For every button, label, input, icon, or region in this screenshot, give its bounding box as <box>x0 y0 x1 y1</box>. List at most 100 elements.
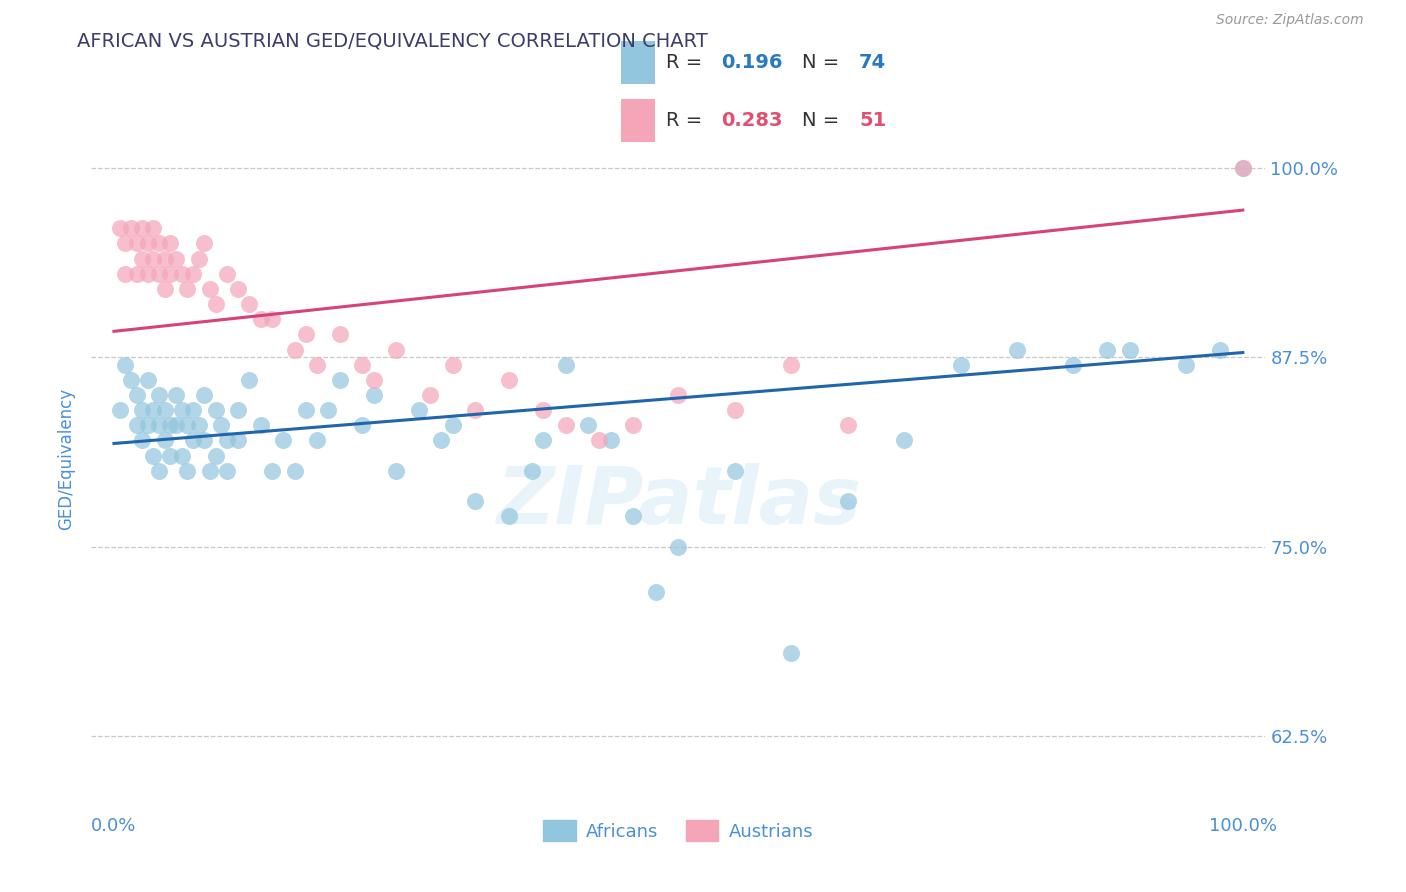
Point <box>215 464 238 478</box>
Point <box>148 418 170 433</box>
Point <box>780 358 803 372</box>
Point <box>318 403 340 417</box>
Point <box>114 236 136 251</box>
Point <box>531 434 554 448</box>
Point <box>284 464 307 478</box>
Point <box>498 509 520 524</box>
Point <box>142 221 165 235</box>
Point <box>198 464 221 478</box>
Text: 0.196: 0.196 <box>721 53 783 72</box>
Point <box>108 221 131 235</box>
Text: R =: R = <box>666 111 702 130</box>
Point <box>576 418 599 433</box>
Point <box>464 403 486 417</box>
Point <box>153 403 176 417</box>
Point <box>142 449 165 463</box>
Point <box>644 585 666 599</box>
Point <box>238 373 260 387</box>
Point <box>181 434 204 448</box>
Point <box>165 388 187 402</box>
Point <box>120 221 142 235</box>
Point <box>621 418 644 433</box>
Point <box>193 388 215 402</box>
Text: Source: ZipAtlas.com: Source: ZipAtlas.com <box>1216 13 1364 28</box>
Point <box>226 434 249 448</box>
Point <box>148 236 170 251</box>
Text: R =: R = <box>666 53 702 72</box>
Point <box>159 236 181 251</box>
Point <box>193 236 215 251</box>
Point <box>329 327 352 342</box>
Point <box>837 494 859 508</box>
Point <box>1232 161 1254 175</box>
Point <box>666 540 689 554</box>
Point <box>238 297 260 311</box>
Point <box>148 464 170 478</box>
Point <box>408 403 430 417</box>
Point <box>363 388 385 402</box>
Point <box>136 267 159 281</box>
Point <box>249 418 271 433</box>
Point <box>181 267 204 281</box>
Point <box>780 646 803 660</box>
Point <box>554 418 576 433</box>
Point <box>176 464 198 478</box>
Point <box>599 434 621 448</box>
Point <box>1232 161 1254 175</box>
Point <box>204 449 226 463</box>
Point <box>142 252 165 266</box>
Point <box>329 373 352 387</box>
Point <box>148 267 170 281</box>
Text: ZIPatlas: ZIPatlas <box>496 463 860 541</box>
Point <box>136 373 159 387</box>
Point <box>588 434 610 448</box>
Point <box>260 312 283 326</box>
Point <box>131 403 153 417</box>
Point <box>170 267 193 281</box>
Point <box>215 434 238 448</box>
Point <box>193 434 215 448</box>
Text: 0.283: 0.283 <box>721 111 783 130</box>
Point <box>1175 358 1198 372</box>
Point <box>295 403 318 417</box>
Point <box>176 282 198 296</box>
Point <box>136 236 159 251</box>
Point <box>284 343 307 357</box>
Point <box>363 373 385 387</box>
Point <box>176 418 198 433</box>
Point <box>125 418 148 433</box>
Point <box>148 388 170 402</box>
Point <box>131 434 153 448</box>
Point <box>131 221 153 235</box>
Point <box>430 434 453 448</box>
Point <box>226 282 249 296</box>
Text: AFRICAN VS AUSTRIAN GED/EQUIVALENCY CORRELATION CHART: AFRICAN VS AUSTRIAN GED/EQUIVALENCY CORR… <box>77 31 709 50</box>
FancyBboxPatch shape <box>621 41 655 84</box>
Point <box>385 343 408 357</box>
Point <box>181 403 204 417</box>
Point <box>1063 358 1085 372</box>
Point <box>520 464 543 478</box>
Point <box>125 236 148 251</box>
Point <box>159 418 181 433</box>
Point <box>170 403 193 417</box>
Point <box>531 403 554 417</box>
Point <box>1005 343 1028 357</box>
Point <box>159 267 181 281</box>
Legend: Africans, Austrians: Africans, Austrians <box>536 814 821 848</box>
Point <box>125 267 148 281</box>
Y-axis label: GED/Equivalency: GED/Equivalency <box>58 388 76 531</box>
Point <box>666 388 689 402</box>
Point <box>136 418 159 433</box>
Point <box>498 373 520 387</box>
Point <box>949 358 972 372</box>
Point <box>170 449 193 463</box>
Point <box>837 418 859 433</box>
Point <box>419 388 441 402</box>
Point <box>153 252 176 266</box>
Point <box>1119 343 1142 357</box>
Point <box>307 434 329 448</box>
Point <box>165 418 187 433</box>
Point <box>352 358 374 372</box>
Point <box>226 403 249 417</box>
